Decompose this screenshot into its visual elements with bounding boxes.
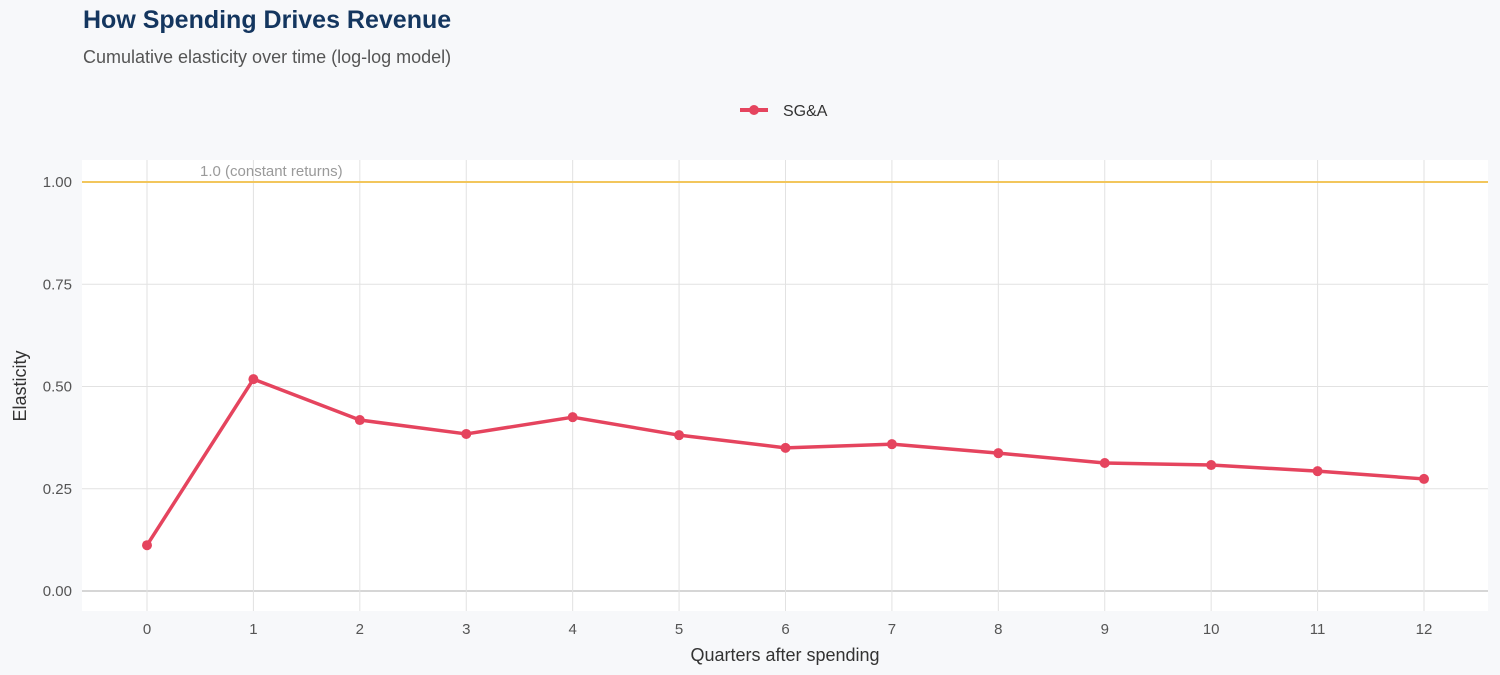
y-axis-label: Elasticity (10, 350, 30, 421)
x-tick-label: 4 (568, 621, 576, 638)
x-tick-label: 6 (781, 621, 789, 638)
chart-title: How Spending Drives Revenue (83, 6, 452, 34)
y-tick-label: 0.00 (43, 583, 72, 600)
chart-subtitle: Cumulative elasticity over time (log-log… (83, 47, 452, 67)
legend-label: SG&A (783, 103, 828, 120)
x-tick-label: 9 (1101, 621, 1109, 638)
x-tick-label: 1 (249, 621, 257, 638)
y-tick-label: 0.25 (43, 481, 72, 498)
y-tick-label: 0.50 (43, 379, 72, 396)
data-point (886, 439, 897, 450)
x-tick-label: 12 (1416, 621, 1433, 638)
legend-marker-icon (749, 105, 759, 115)
x-tick-label: 10 (1203, 621, 1220, 638)
y-tick-label: 1.00 (43, 174, 72, 191)
data-point (1099, 457, 1110, 468)
data-point (1419, 473, 1429, 484)
data-point (1312, 466, 1323, 477)
x-tick-label: 0 (143, 621, 151, 638)
data-point (780, 442, 791, 453)
x-tick-label: 7 (888, 621, 896, 638)
x-tick-label: 8 (994, 621, 1002, 638)
reference-line-label: 1.0 (constant returns) (200, 163, 343, 180)
x-axis-label: Quarters after spending (690, 645, 879, 665)
x-tick-label: 11 (1310, 621, 1326, 638)
x-tick-label: 5 (675, 621, 683, 638)
data-point (461, 428, 472, 439)
data-point (142, 540, 152, 551)
data-point (354, 415, 365, 426)
x-tick-label: 3 (462, 621, 470, 638)
data-point (1206, 460, 1217, 471)
data-point (567, 412, 578, 423)
legend: SG&A (740, 103, 828, 120)
data-point (993, 448, 1004, 459)
data-point (674, 430, 685, 441)
y-tick-label: 0.75 (43, 276, 72, 293)
x-tick-label: 2 (356, 621, 364, 638)
data-point (248, 374, 259, 385)
